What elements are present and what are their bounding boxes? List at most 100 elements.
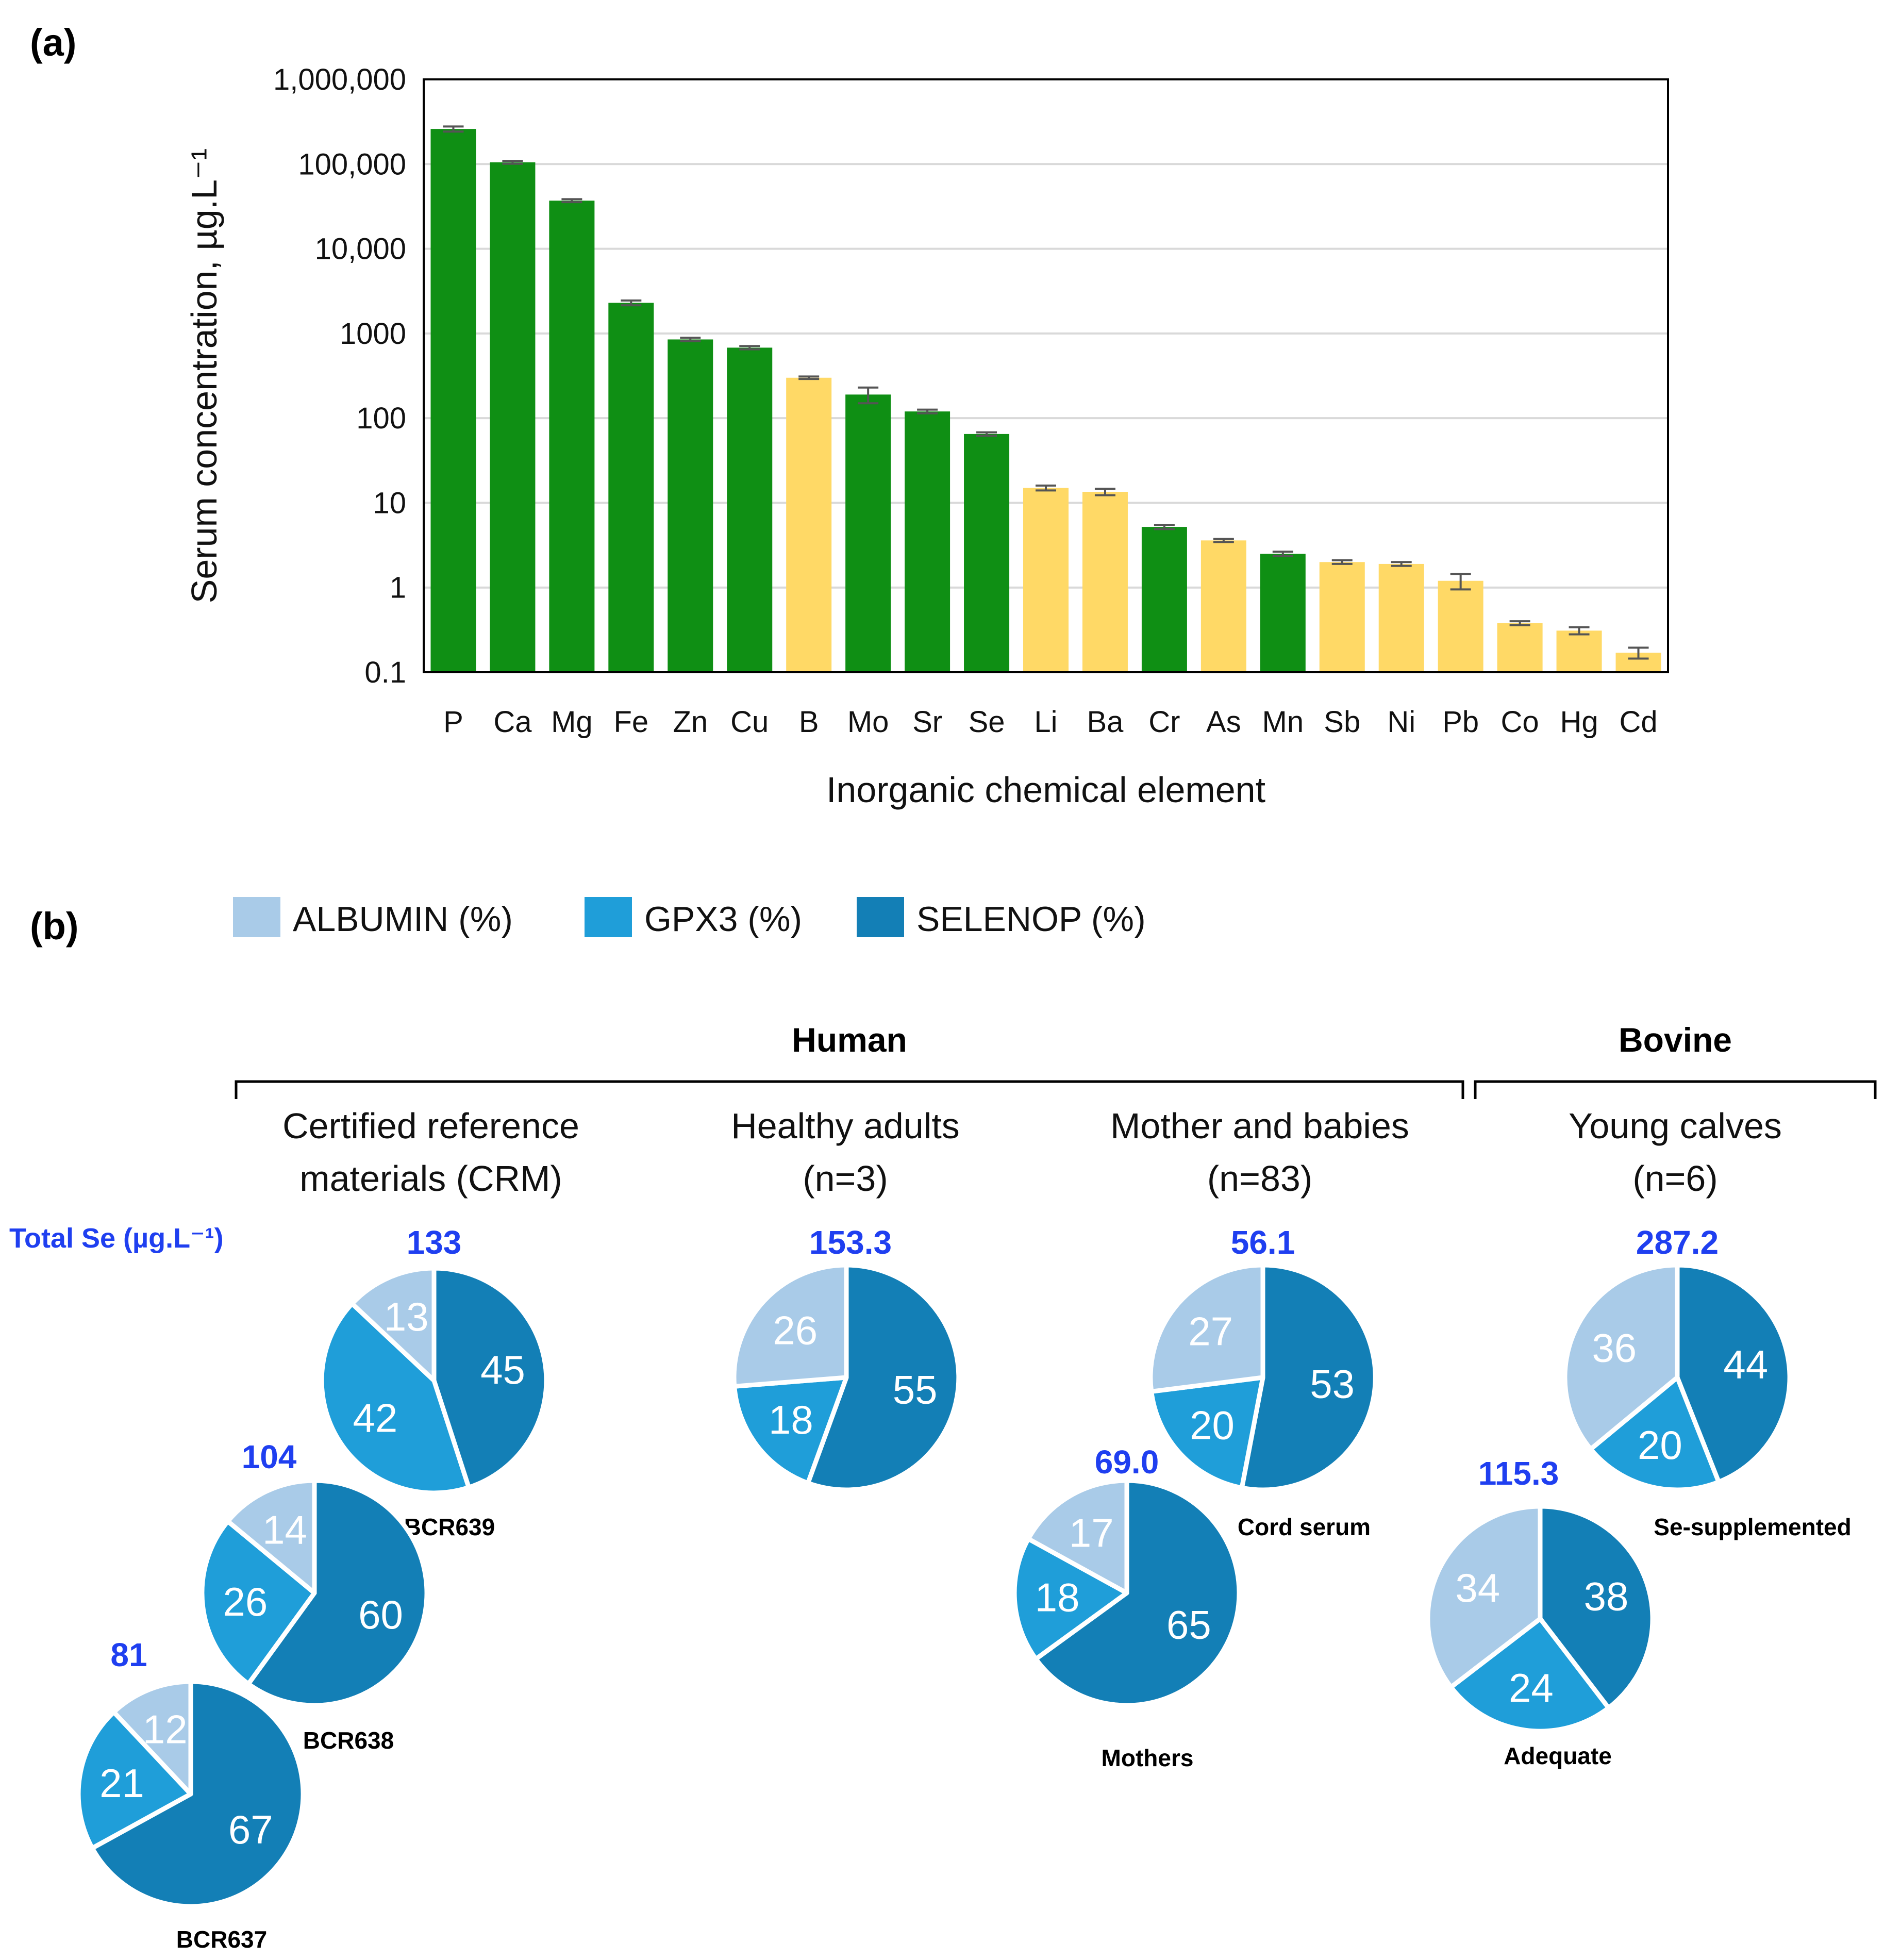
pie-slice-label: 45 xyxy=(480,1347,525,1392)
x-tick-label: Co xyxy=(1501,705,1539,739)
pie-slice-label: 34 xyxy=(1455,1565,1500,1610)
pie-slice-albumin xyxy=(1425,1504,1543,1690)
error-bar-zn xyxy=(680,337,701,342)
subgroup-mothers-line1: Mother and babies xyxy=(1110,1106,1409,1146)
pie-slice-selenop xyxy=(1239,1263,1378,1492)
pie-total-se: 81 xyxy=(110,1636,147,1673)
bar-mo xyxy=(845,394,891,672)
pie-chart: 65 18 17 69.0 Mothers xyxy=(1012,1443,1242,1771)
error-bar-ca xyxy=(502,160,523,165)
pie-slice-label: 21 xyxy=(99,1760,144,1806)
bars xyxy=(430,125,1661,672)
subgroup-calves-line2: (n=6) xyxy=(1632,1158,1717,1199)
pie-slice-label: 36 xyxy=(1592,1325,1637,1371)
x-tick-labels: P Ca Mg Fe Zn Cu B Mo Sr Se Li Ba Cr As Mn Sb Ni Pb Co Hg Cd xyxy=(443,705,1657,739)
pie-chart: 60 26 14 104 BCR638 xyxy=(199,1438,429,1754)
bar-p xyxy=(430,129,476,672)
x-tick-label: Cr xyxy=(1148,705,1180,739)
pie-name-label: BCR639 xyxy=(404,1514,495,1540)
pie-name-label: BCR637 xyxy=(176,1926,267,1953)
error-bar-cr xyxy=(1154,524,1175,530)
pie-slice-albumin xyxy=(111,1679,193,1797)
pie-slice-gpx3 xyxy=(1012,1536,1129,1662)
pie-slice-selenop xyxy=(1033,1478,1242,1708)
group-headers: Human Bovine Certified reference materia… xyxy=(9,1021,1877,1254)
x-tick-label: As xyxy=(1206,705,1241,739)
pie-slice-label: 20 xyxy=(1190,1403,1235,1448)
x-tick-label: Hg xyxy=(1560,705,1598,739)
bar-sb xyxy=(1319,562,1365,672)
x-tick-label: Cd xyxy=(1619,705,1657,739)
panel-b-label: (b) xyxy=(30,905,79,948)
pie-slice-label: 38 xyxy=(1584,1574,1629,1619)
legend-label-albumin: ALBUMIN (%) xyxy=(293,900,513,939)
bar-cr xyxy=(1141,527,1187,672)
pie-slice-label: 20 xyxy=(1638,1422,1682,1468)
x-tick-label: Sb xyxy=(1324,705,1360,739)
x-tick-label: Sr xyxy=(912,705,942,739)
x-tick-label: Se xyxy=(969,705,1005,739)
bar-sr xyxy=(905,411,950,672)
pie-slice-label: 44 xyxy=(1723,1342,1768,1387)
pie-slice-gpx3 xyxy=(1588,1375,1721,1492)
legend-label-selenop: SELENOP (%) xyxy=(916,900,1146,939)
pie-chart: 38 24 34 115.3 Adequate xyxy=(1425,1455,1655,1769)
pie-slice-albumin xyxy=(225,1478,317,1596)
subgroup-calves-line1: Young calves xyxy=(1569,1106,1782,1146)
pie-slice-gpx3 xyxy=(1149,1375,1265,1490)
pie-slice-selenop xyxy=(1675,1263,1792,1485)
pie-slice-label: 13 xyxy=(384,1294,429,1339)
pie-slice-label: 14 xyxy=(262,1507,307,1553)
pie-legend: ALBUMIN (%) GPX3 (%) SELENOP (%) xyxy=(233,897,1146,939)
x-tick-label: Pb xyxy=(1442,705,1479,739)
y-tick-label: 1,000,000 xyxy=(273,63,406,96)
x-tick-label: Fe xyxy=(613,705,648,739)
legend-swatch-selenop xyxy=(857,897,904,937)
x-tick-label: P xyxy=(443,705,463,739)
error-bar-cd xyxy=(1628,646,1649,660)
pie-name-label: Cord serum xyxy=(1238,1514,1371,1540)
x-tick-label: B xyxy=(799,705,819,739)
pie-name-label: Adequate xyxy=(1504,1742,1612,1769)
bar-b xyxy=(786,377,832,672)
error-bar-ni xyxy=(1391,561,1412,567)
legend-label-gpx3: GPX3 (%) xyxy=(644,900,802,939)
pie-slice-gpx3 xyxy=(76,1709,193,1851)
pie-slice-gpx3 xyxy=(1448,1616,1611,1734)
pie-slice-albumin xyxy=(1026,1478,1129,1596)
pie-slice-label: 53 xyxy=(1310,1361,1355,1407)
bar-co xyxy=(1497,623,1543,672)
x-tick-label: Ni xyxy=(1387,705,1415,739)
pie-slice-label: 18 xyxy=(769,1397,813,1442)
pie-chart: 53 20 27 56.1 Cord serum xyxy=(1148,1224,1378,1540)
bovine-bracket xyxy=(1474,1080,1877,1099)
pie-total-se: 287.2 xyxy=(1636,1224,1719,1261)
x-tick-label: Ca xyxy=(493,705,532,739)
bar-ba xyxy=(1082,492,1128,672)
error-bar-mn xyxy=(1272,551,1293,557)
error-bar-mg xyxy=(561,198,582,204)
pie-slice-label: 17 xyxy=(1069,1510,1114,1556)
error-bar-as xyxy=(1213,538,1234,543)
pie-chart: 45 42 13 133 BCR639 xyxy=(319,1224,549,1540)
bar-zn xyxy=(668,339,713,672)
bar-mn xyxy=(1260,554,1306,672)
pie-slice-label: 60 xyxy=(358,1592,403,1637)
y-tick-label: 0.1 xyxy=(364,656,406,689)
legend-swatch-albumin xyxy=(233,897,280,937)
total-se-label: Total Se (µg.L⁻¹) xyxy=(9,1223,224,1254)
x-tick-label: Mg xyxy=(551,705,593,739)
pie-slice-label: 27 xyxy=(1188,1309,1233,1354)
error-bar-se xyxy=(976,431,997,437)
pie-slice-gpx3 xyxy=(199,1519,317,1686)
pie-slice-label: 24 xyxy=(1509,1665,1554,1710)
bar-cu xyxy=(727,347,773,672)
legend-swatch-gpx3 xyxy=(585,897,632,937)
pie-slice-albumin xyxy=(349,1266,437,1383)
error-bar-mo xyxy=(858,386,879,405)
bar-mg xyxy=(549,201,595,672)
y-tick-label: 10,000 xyxy=(315,232,406,266)
pie-name-label: Mothers xyxy=(1102,1745,1194,1771)
bar-as xyxy=(1200,540,1246,672)
